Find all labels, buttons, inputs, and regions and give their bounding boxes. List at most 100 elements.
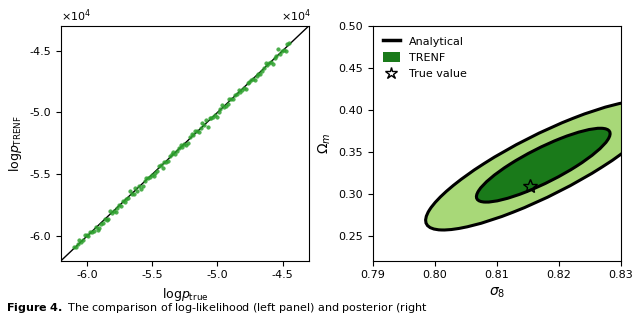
Point <box>208 114 218 120</box>
Text: $\bf{Figure\ 4.}$ The comparison of log-likelihood (left panel) and posterior (r: $\bf{Figure\ 4.}$ The comparison of log-… <box>6 301 428 315</box>
Point <box>161 159 172 164</box>
Point <box>244 79 255 84</box>
Ellipse shape <box>426 100 640 230</box>
Point <box>105 208 115 213</box>
Text: $\times 10^4$: $\times 10^4$ <box>61 7 91 24</box>
Point <box>166 151 177 156</box>
Point <box>206 115 216 121</box>
Point <box>111 210 121 215</box>
Point <box>118 199 128 204</box>
X-axis label: log$p_{\mathrm{true}}$: log$p_{\mathrm{true}}$ <box>161 286 208 303</box>
Point <box>284 40 294 45</box>
Point <box>219 105 229 110</box>
Point <box>72 241 83 246</box>
Point <box>239 86 249 91</box>
Point <box>69 245 79 250</box>
Point <box>192 128 202 134</box>
Point <box>268 62 278 67</box>
Point <box>276 48 287 53</box>
Point <box>92 228 102 233</box>
Point <box>120 199 130 204</box>
Point <box>98 221 108 226</box>
Point <box>140 179 150 184</box>
Point <box>228 96 238 101</box>
Point <box>243 81 253 86</box>
Point <box>83 233 93 238</box>
Point <box>259 65 269 70</box>
Legend: Analytical, TRENF, True value: Analytical, TRENF, True value <box>378 31 471 84</box>
Point <box>221 104 231 109</box>
Point <box>136 187 146 192</box>
Point <box>170 152 180 157</box>
Point <box>260 60 271 65</box>
Point <box>112 206 122 211</box>
Point <box>70 245 81 250</box>
Point <box>164 154 175 159</box>
Point <box>89 228 99 233</box>
Point <box>195 125 205 130</box>
Point <box>134 184 144 189</box>
Point <box>275 51 285 56</box>
Point <box>266 59 276 64</box>
Point <box>184 135 195 140</box>
Point <box>230 92 240 97</box>
Point <box>154 163 164 168</box>
Point <box>81 232 92 237</box>
Point <box>100 216 110 221</box>
Point <box>175 142 186 148</box>
Point <box>129 192 139 197</box>
Point <box>214 109 224 114</box>
Point <box>278 47 289 52</box>
Point <box>282 41 292 46</box>
Point <box>262 62 273 67</box>
Point <box>109 208 119 213</box>
Point <box>255 71 266 76</box>
Point <box>197 121 207 126</box>
Point <box>215 106 225 111</box>
Point <box>201 117 211 122</box>
Point <box>103 217 113 222</box>
Point <box>101 217 111 222</box>
Point <box>143 175 153 180</box>
Point <box>236 90 246 95</box>
Point <box>183 141 193 146</box>
Point <box>145 174 155 179</box>
Point <box>217 102 227 107</box>
Point <box>76 239 86 245</box>
Point <box>173 146 184 151</box>
Point <box>107 211 117 216</box>
Point <box>246 78 256 83</box>
Point <box>127 191 137 196</box>
Point <box>223 101 233 107</box>
Point <box>253 72 264 77</box>
Point <box>122 197 132 202</box>
Point <box>186 131 196 136</box>
Y-axis label: log$p_{\mathrm{TRENF}}$: log$p_{\mathrm{TRENF}}$ <box>7 115 24 172</box>
Point <box>131 186 141 191</box>
Point <box>123 196 133 201</box>
Point <box>237 87 247 92</box>
Point <box>188 133 198 138</box>
Point <box>225 96 235 101</box>
Point <box>116 204 126 209</box>
Point <box>94 226 104 231</box>
Point <box>205 115 215 121</box>
Point <box>248 77 258 82</box>
Point <box>91 225 101 230</box>
Point <box>148 174 159 179</box>
Point <box>280 48 291 53</box>
Text: $\times 10^4$: $\times 10^4$ <box>281 7 311 24</box>
Point <box>252 74 262 79</box>
Point <box>190 129 200 134</box>
Point <box>85 229 95 234</box>
Point <box>125 189 135 194</box>
Point <box>74 237 84 242</box>
Point <box>257 68 267 73</box>
Point <box>132 189 143 194</box>
Point <box>96 221 106 226</box>
Point <box>152 168 163 173</box>
Point <box>157 166 168 171</box>
Point <box>87 230 97 235</box>
Point <box>177 144 188 149</box>
Point <box>150 170 161 176</box>
